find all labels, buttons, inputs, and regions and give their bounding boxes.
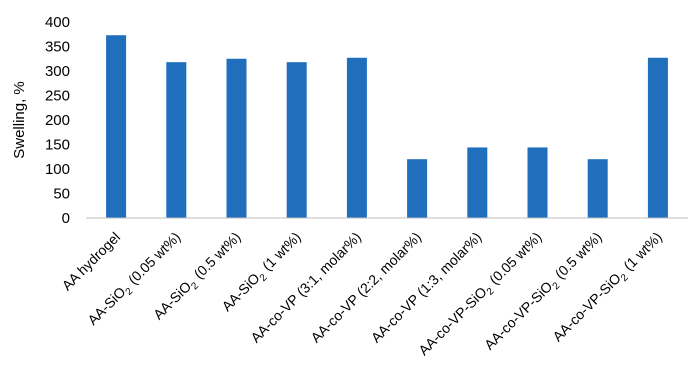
y-axis-title: Swelling, % [11, 81, 28, 159]
y-tick-label: 400 [45, 14, 70, 31]
x-category-label: AA-co-VP-SiO2 (1 wt%) [549, 229, 667, 347]
y-tick-label: 150 [45, 137, 70, 154]
y-axis-tick-labels: 0 50 100 150 200 250 300 350 400 [45, 14, 70, 227]
y-tick-label: 50 [53, 186, 70, 203]
x-category-label: AA hydrogel [59, 229, 124, 294]
bar [286, 62, 307, 219]
y-tick-label: 350 [45, 39, 70, 56]
x-category-label: AA-co-VP (2:2, molar%) [307, 229, 424, 346]
bars [106, 35, 668, 219]
y-tick-label: 0 [62, 210, 70, 227]
bar [467, 147, 488, 218]
bar [587, 159, 608, 218]
x-category-label: AA-co-VP (1:3, molar%) [368, 229, 485, 346]
y-tick-label: 250 [45, 88, 70, 105]
bar [166, 62, 187, 219]
y-tick-label: 200 [45, 112, 70, 129]
bar [527, 147, 548, 218]
bar [346, 57, 367, 218]
x-category-label: AA-co-VP (3:1, molar%) [247, 229, 364, 346]
bar [407, 159, 428, 218]
bar [106, 35, 127, 219]
bar [226, 58, 247, 218]
y-tick-label: 300 [45, 63, 70, 80]
x-category-label: AA-co-VP-SiO2 (0.5 wt%) [481, 229, 608, 356]
y-tick-label: 100 [45, 161, 70, 178]
bar [647, 57, 668, 218]
